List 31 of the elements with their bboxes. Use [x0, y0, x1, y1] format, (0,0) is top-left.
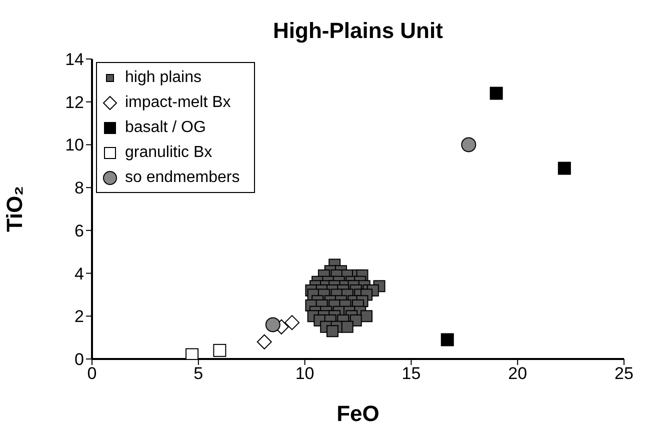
- x-tick-label: 0: [87, 364, 97, 384]
- x-tick-label: 5: [194, 364, 204, 384]
- y-tick-label: 6: [74, 221, 84, 240]
- x-tick-label: 15: [402, 364, 421, 384]
- y-tick-label: 10: [65, 136, 84, 155]
- y-tick-label: 14: [65, 50, 84, 70]
- point: [284, 315, 300, 330]
- point: [558, 162, 571, 175]
- y-tick-label: 0: [74, 350, 84, 370]
- y-tick-label: 8: [74, 178, 84, 198]
- legend-label: impact-melt Bx: [125, 94, 231, 112]
- point: [256, 334, 272, 350]
- x-axis-title: FeO: [336, 401, 380, 426]
- y-tick-label: 2: [74, 307, 84, 326]
- y-tick-label: 4: [74, 264, 84, 284]
- legend-label: basalt / OG: [125, 118, 206, 136]
- x-tick-label: 20: [508, 364, 528, 384]
- legend-label: high plains: [125, 68, 202, 86]
- x-tick-label: 10: [295, 364, 314, 384]
- legend-label: granulitic Bx: [125, 144, 212, 162]
- point: [213, 344, 226, 357]
- point: [461, 137, 476, 152]
- point: [265, 317, 280, 332]
- y-tick-label: 12: [65, 92, 84, 112]
- x-tick-label: 25: [614, 364, 634, 384]
- legend-label: so endmembers: [125, 168, 240, 186]
- point: [490, 86, 503, 100]
- y-axis-title: TiO₂: [2, 186, 27, 232]
- chart-title: High-Plains Unit: [273, 18, 444, 43]
- point: [440, 333, 454, 346]
- point: [186, 348, 199, 359]
